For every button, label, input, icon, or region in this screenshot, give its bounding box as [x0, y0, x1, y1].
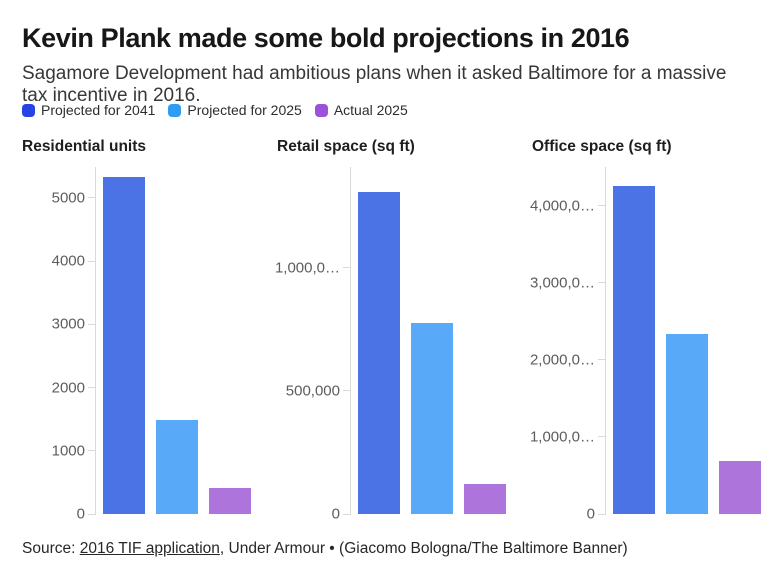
y-tick-label: 0: [586, 505, 595, 523]
legend-item: Actual 2025: [314, 102, 408, 118]
panel-title: Residential units: [22, 138, 147, 155]
legend-item-label: Projected for 2025: [187, 102, 302, 118]
y-tick-mark: [343, 390, 351, 392]
legend-swatch-icon: [314, 103, 328, 117]
bar-actual-2025: [209, 487, 251, 514]
plot-area: 0 1000 2000 3000 4000 5000: [52, 167, 262, 523]
source-line: Source: 2016 TIF application, Under Armo…: [22, 540, 628, 558]
y-tick-mark: [598, 436, 606, 438]
legend-swatch-icon: [168, 103, 182, 117]
y-tick-label: 3,000,0…: [529, 274, 595, 292]
bar-projected-for-2025: [666, 333, 708, 514]
y-tick-label: 5000: [51, 189, 85, 207]
legend-item-label: Actual 2025: [333, 102, 408, 118]
bar-actual-2025: [464, 483, 506, 514]
y-tick-label: 2000: [51, 379, 85, 397]
chart-subtitle: Sagamore Development had ambitious plans…: [22, 63, 727, 106]
y-tick-mark: [88, 450, 96, 452]
y-tick-label: 4,000,0…: [529, 197, 595, 215]
bar-projected-for-2025: [156, 419, 198, 514]
chart-title: Kevin Plank made some bold projections i…: [22, 23, 630, 54]
bar-projected-for-2041: [613, 185, 655, 514]
legend-item-label: Projected for 2041: [41, 102, 156, 118]
y-tick-label: 3000: [51, 315, 85, 333]
y-tick-mark: [343, 267, 351, 269]
plot-area: 0 1,000,0… 2,000,0… 3,000,0… 4,000,0…: [530, 167, 772, 523]
chart-panel: Retail space (sq ft) 0 500,000 1,000,0…: [275, 138, 517, 523]
y-tick-label: 0: [76, 505, 85, 523]
source-link[interactable]: 2016 TIF application: [79, 540, 220, 557]
panel-title: Office space (sq ft): [532, 138, 672, 155]
y-tick-mark: [598, 513, 606, 515]
chart-panel: Residential units 0 1000 2000 3000 4000 5000: [22, 138, 262, 523]
y-tick-mark: [88, 260, 96, 262]
y-tick-mark: [88, 323, 96, 325]
panels: Residential units 0 1000 2000 3000 4000 5000 Re…: [0, 138, 775, 523]
bar-projected-for-2041: [358, 191, 400, 514]
y-tick-label: 1,000,0…: [529, 428, 595, 446]
legend-swatch-icon: [22, 103, 35, 117]
y-tick-mark: [88, 513, 96, 515]
y-tick-mark: [343, 513, 351, 515]
y-tick-mark: [598, 205, 606, 207]
legend-item: Projected for 2041: [22, 102, 155, 118]
y-tick-label: 4000: [51, 252, 85, 270]
y-tick-mark: [598, 359, 606, 361]
y-tick-label: 1000: [51, 442, 85, 460]
legend: Projected for 2041 Projected for 2025 Actu…: [22, 102, 408, 118]
bar-projected-for-2025: [411, 323, 453, 514]
source-suffix: , Under Armour • (Giacomo Bologna/The Ba…: [219, 540, 628, 557]
y-tick-label: 2,000,0…: [529, 351, 595, 369]
legend-item: Projected for 2025: [168, 102, 302, 118]
y-tick-mark: [88, 387, 96, 389]
bar-projected-for-2041: [103, 177, 145, 514]
y-tick-label: 500,000: [285, 382, 340, 400]
y-tick-label: 0: [331, 505, 340, 523]
panel-title: Retail space (sq ft): [277, 138, 415, 155]
bar-actual-2025: [719, 460, 761, 514]
chart-panel: Office space (sq ft) 0 1,000,0… 2,000,0… 3,0…: [530, 138, 772, 523]
y-tick-label: 1,000,0…: [274, 259, 340, 277]
source-prefix: Source:: [22, 540, 80, 557]
plot-area: 0 500,000 1,000,0…: [275, 167, 517, 523]
y-tick-mark: [88, 197, 96, 199]
y-tick-mark: [598, 282, 606, 284]
